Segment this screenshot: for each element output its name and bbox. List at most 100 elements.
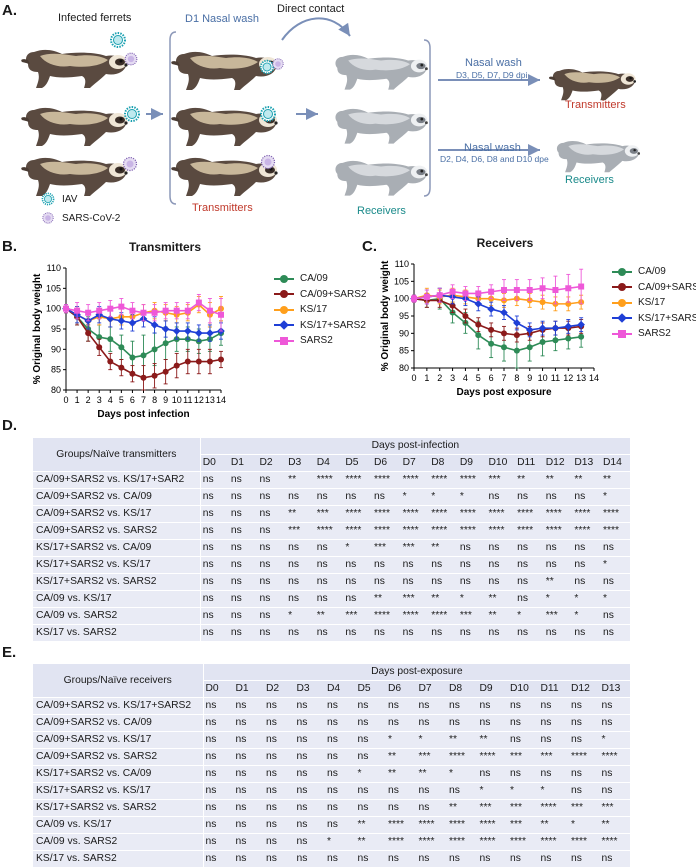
significance-cell: ns [295,851,326,867]
significance-cell: ns [234,834,265,851]
significance-cell: ns [372,489,401,506]
data-point [411,296,417,302]
significance-cell: **** [539,834,570,851]
significance-cell: **** [315,472,344,489]
significance-cell: ** [447,732,478,749]
data-point [85,310,91,316]
significance-cell: **** [447,817,478,834]
significance-cell: ns [234,766,265,783]
data-point [462,290,468,296]
significance-cell: ns [372,557,401,574]
significance-cell: ns [601,625,630,642]
x-tick-label: 7 [501,373,506,383]
comparison-label: KS/17+SARS2 vs. KS/17 [33,783,203,800]
day-header: D1 [234,681,265,698]
data-point [174,363,180,369]
x-tick-label: 13 [205,395,215,405]
table-d-days-title: Days post-infection [200,438,630,455]
significance-cell: **** [429,608,458,625]
legend-label: CA/09 [300,273,328,284]
comparison-label: CA/09+SARS2 vs. SARS2 [33,749,203,766]
significance-cell: ** [478,732,509,749]
significance-cell: ** [315,608,344,625]
significance-cell: ns [295,715,326,732]
x-tick-label: 7 [141,395,146,405]
panel-a-schematic [0,0,696,230]
x-tick-label: 2 [86,395,91,405]
data-point [129,371,135,377]
transmitter-ferret-3 [171,158,277,196]
data-point [540,299,546,305]
significance-cell: ns [325,766,356,783]
significance-cell: ns [356,715,387,732]
significance-cell: * [401,489,430,506]
day-header: D3 [286,455,315,472]
significance-cell: ns [286,574,315,591]
significance-cell: **** [417,817,448,834]
significance-cell: ns [386,851,417,867]
x-tick-label: 4 [108,395,113,405]
significance-cell: ns [203,749,234,766]
data-point [487,305,495,313]
significance-cell: ns [200,608,229,625]
significance-cell: ns [295,783,326,800]
significance-cell: ** [286,506,315,523]
significance-cell: * [343,540,372,557]
significance-cell: ns [200,574,229,591]
panel-c-letter: C. [362,238,377,255]
day-header: D7 [401,455,430,472]
day-header: D0 [203,681,234,698]
y-tick-label: 110 [395,259,409,269]
x-tick-label: 2 [437,373,442,383]
significance-cell: ns [386,800,417,817]
significance-cell: ns [386,698,417,715]
data-point [96,308,102,314]
data-point [450,289,456,295]
data-point [96,344,102,350]
comparison-label: CA/09+SARS2 vs. KS/17+SAR2 [33,472,200,489]
comparison-label: KS/17+SARS2 vs. SARS2 [33,574,200,591]
significance-cell: ns [325,732,356,749]
significance-cell: ns [295,749,326,766]
significance-cell: ns [343,557,372,574]
comparison-label: CA/09 vs. SARS2 [33,608,200,625]
significance-cell: ns [234,783,265,800]
data-point [514,287,520,293]
legend-item: SARS2 [612,326,696,342]
infected-ferrets-label: Infected ferrets [58,12,131,24]
day-header: D1 [229,455,258,472]
significance-cell: ns [264,834,295,851]
significance-cell: ns [295,766,326,783]
table-e-group-header: Groups/Naïve receivers [33,664,203,698]
significance-cell: ns [315,540,344,557]
significance-cell: ns [544,625,573,642]
day-header: D4 [315,455,344,472]
significance-cell: ns [203,800,234,817]
significance-cell: ns [487,625,516,642]
significance-cell: **** [343,523,372,540]
table-d: Groups/Naïve transmitters Days post-infe… [33,437,630,641]
significance-cell: ns [200,506,229,523]
nasal-wash-bottom-label: Nasal wash [464,142,521,154]
data-point [185,359,191,365]
significance-cell: ns [200,489,229,506]
significance-cell: **** [600,834,631,851]
y-tick-label: 110 [47,263,61,273]
significance-cell: ns [264,749,295,766]
significance-cell: ns [234,715,265,732]
data-point [174,308,180,314]
significance-cell: ns [356,800,387,817]
transmitters-label: Transmitters [192,202,253,214]
significance-cell: ns [356,732,387,749]
comparison-label: CA/09+SARS2 vs. KS/17+SARS2 [33,698,203,715]
data-point [141,352,147,358]
data-point [565,336,571,342]
significance-cell: **** [572,523,601,540]
significance-cell: **** [544,506,573,523]
significance-cell: ns [356,698,387,715]
significance-cell: *** [508,749,539,766]
legend-label: KS/17 [638,297,665,308]
significance-cell: ns [343,625,372,642]
data-point [85,330,91,336]
